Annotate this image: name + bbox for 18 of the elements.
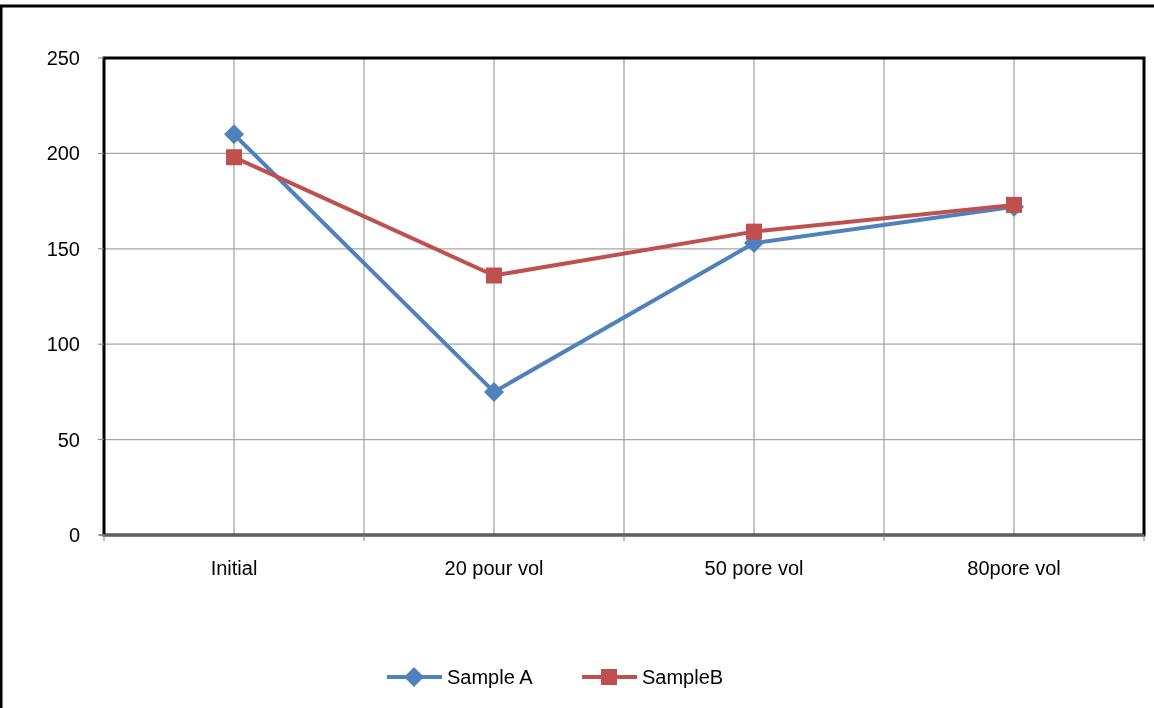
point: [1006, 196, 1022, 213]
y-tick-label: 100: [46, 333, 80, 356]
y-tick-label: 200: [46, 142, 80, 165]
y-tick-label: 150: [46, 237, 80, 260]
legend-label: Sample A: [447, 666, 534, 688]
point: [484, 381, 504, 402]
y-tick-label: 250: [46, 47, 80, 69]
point: [746, 223, 762, 240]
x-tick-label: 20 pour vol: [444, 557, 544, 579]
point: [486, 267, 502, 284]
x-tick-label: 50 pore vol: [704, 557, 804, 579]
point: [226, 149, 242, 166]
x-tick-label: 80pore vol: [967, 557, 1061, 579]
y-tick-label: 0: [68, 524, 80, 546]
y-tick-label: 50: [57, 428, 80, 451]
x-tick-label: Initial: [210, 557, 258, 579]
legend-label: SampleB: [642, 666, 724, 688]
point: [224, 124, 244, 145]
